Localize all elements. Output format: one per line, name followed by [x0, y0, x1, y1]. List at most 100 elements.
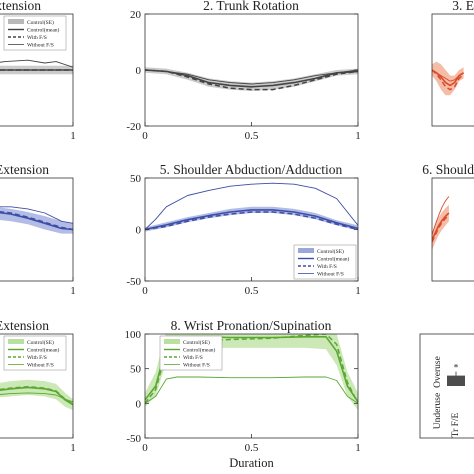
panel-title: Extension	[0, 318, 49, 333]
legend-swatch-band	[298, 248, 314, 253]
axes-frame	[419, 333, 474, 439]
legend: Control(SE)Control(mean)With F/S Without …	[293, 244, 357, 280]
legend-entry: With F/S	[27, 35, 47, 41]
line-without-fs	[432, 69, 464, 82]
x-tick-label: 1	[355, 130, 361, 142]
band-control-se	[145, 206, 358, 232]
overuse-label: Overuse	[433, 356, 443, 388]
line-without-fs	[432, 196, 450, 235]
legend-entry: Control(mean)	[183, 347, 216, 354]
legend-entry: Control(SE)	[183, 339, 210, 346]
y-tick-label: 100	[125, 329, 142, 341]
y-tick-label: 0	[136, 225, 142, 237]
legend: Control(SE)Control(mean)With F/S Without …	[3, 335, 67, 371]
panel-6: 6. Should	[422, 162, 474, 282]
y-tick-label: -50	[126, 433, 141, 445]
bar-category-label: Tr F/E	[451, 412, 461, 437]
x-tick-label: 0.5	[245, 442, 259, 454]
line-with-fs	[145, 211, 358, 231]
line-without-fs	[145, 69, 358, 85]
legend-entry: Control(SE)	[317, 248, 344, 255]
x-tick-label: 1	[70, 442, 76, 454]
axes-frame	[144, 13, 359, 127]
legend: Control(SE)Control(mean)With F/S Without …	[3, 15, 67, 51]
axes-frame	[431, 177, 474, 282]
plot-area	[0, 379, 73, 411]
panel-7: 1 Extension Control(SE)Control(mean)With F…	[0, 318, 76, 454]
axes-frame	[0, 13, 74, 127]
axes-frame	[0, 177, 74, 282]
panel-title: 8. Wrist Pronation/Supination	[171, 318, 332, 333]
line-control-mean	[432, 212, 450, 241]
x-tick-label: 0.5	[245, 285, 259, 297]
x-tick-label: 1	[70, 285, 76, 297]
panel-title: Extension	[0, 162, 49, 177]
panel-title: 6. Should	[422, 162, 474, 177]
line-without-fs	[145, 182, 358, 230]
plot-area	[0, 206, 73, 234]
legend-entry: Control(SE)	[27, 339, 54, 346]
legend-swatch-band	[8, 339, 24, 344]
legend-swatch-band	[164, 339, 180, 344]
plot-area	[0, 59, 73, 75]
legend-entry: With F/S	[183, 355, 203, 361]
line-without-fs	[0, 392, 73, 403]
panel-2: 200-200 0.5 12. Trunk Rotation	[126, 0, 360, 142]
line-with-fs	[0, 385, 73, 405]
legend-entry: Control(mean)	[27, 347, 60, 354]
legend-entry: With F/S	[27, 355, 47, 361]
line-without-fs	[0, 206, 73, 224]
panel-3: 3. E	[431, 0, 474, 127]
axes-frame	[431, 13, 474, 127]
legend-swatch-band	[8, 19, 24, 24]
y-tick-label: 0	[136, 65, 142, 77]
y-tick-label: 0	[136, 398, 142, 410]
significance-marker: *	[454, 364, 459, 374]
plot-area	[432, 196, 450, 251]
legend-entry: Without F/S	[27, 43, 54, 49]
legend-entry: Control(mean)	[27, 27, 60, 34]
x-tick-label: 0	[142, 285, 148, 297]
y-tick-label: -20	[126, 121, 141, 133]
legend: Control(SE)Control(mean)With F/S Without …	[159, 335, 223, 371]
line-control-mean	[145, 69, 358, 88]
x-tick-label: 0	[142, 130, 148, 142]
panel-1: 1 Extension Control(SE)Control(mean)With F…	[0, 0, 76, 142]
y-tick-label: 20	[130, 9, 142, 21]
x-axis-label: Duration	[229, 456, 274, 470]
plot-area	[145, 67, 358, 91]
panel-title: 2. Trunk Rotation	[203, 0, 299, 13]
band-control-se	[0, 379, 73, 411]
legend-entry: Control(SE)	[27, 19, 54, 26]
band-control-se	[432, 61, 464, 96]
y-tick-label: 50	[130, 364, 142, 376]
line-without-fs	[0, 59, 73, 68]
panel-title: 3. E	[452, 0, 474, 13]
line-with-fs	[432, 214, 450, 243]
legend-entry: Without F/S	[317, 272, 344, 278]
x-tick-label: 0	[142, 442, 148, 454]
x-tick-label: 1	[70, 130, 76, 142]
line-with-fs	[0, 210, 73, 231]
y-tick-label: 50	[130, 173, 142, 185]
line-control-mean	[0, 211, 73, 231]
panel-9: * Overuse Underuse Tr F/E	[419, 333, 474, 439]
line-with-fs	[432, 69, 465, 91]
bar-tr-fe	[447, 375, 465, 386]
plot-area	[145, 182, 358, 232]
x-tick-label: 1	[355, 285, 361, 297]
panel-title: Extension	[0, 0, 41, 13]
y-tick-label: -50	[126, 276, 141, 288]
legend-entry: Without F/S	[183, 363, 210, 369]
line-with-fs	[145, 69, 358, 91]
line-control-mean	[145, 209, 358, 231]
legend-entry: Without F/S	[27, 363, 54, 369]
panel-5: 500-500 0.5 15. Shoulder Abduction/Adducti…	[126, 162, 360, 297]
line-without-fs	[145, 376, 358, 404]
legend-entry: Control(mean)	[317, 256, 350, 263]
plot-area	[432, 61, 465, 96]
axes-frame	[0, 333, 74, 439]
underuse-label: Underuse	[433, 393, 443, 429]
